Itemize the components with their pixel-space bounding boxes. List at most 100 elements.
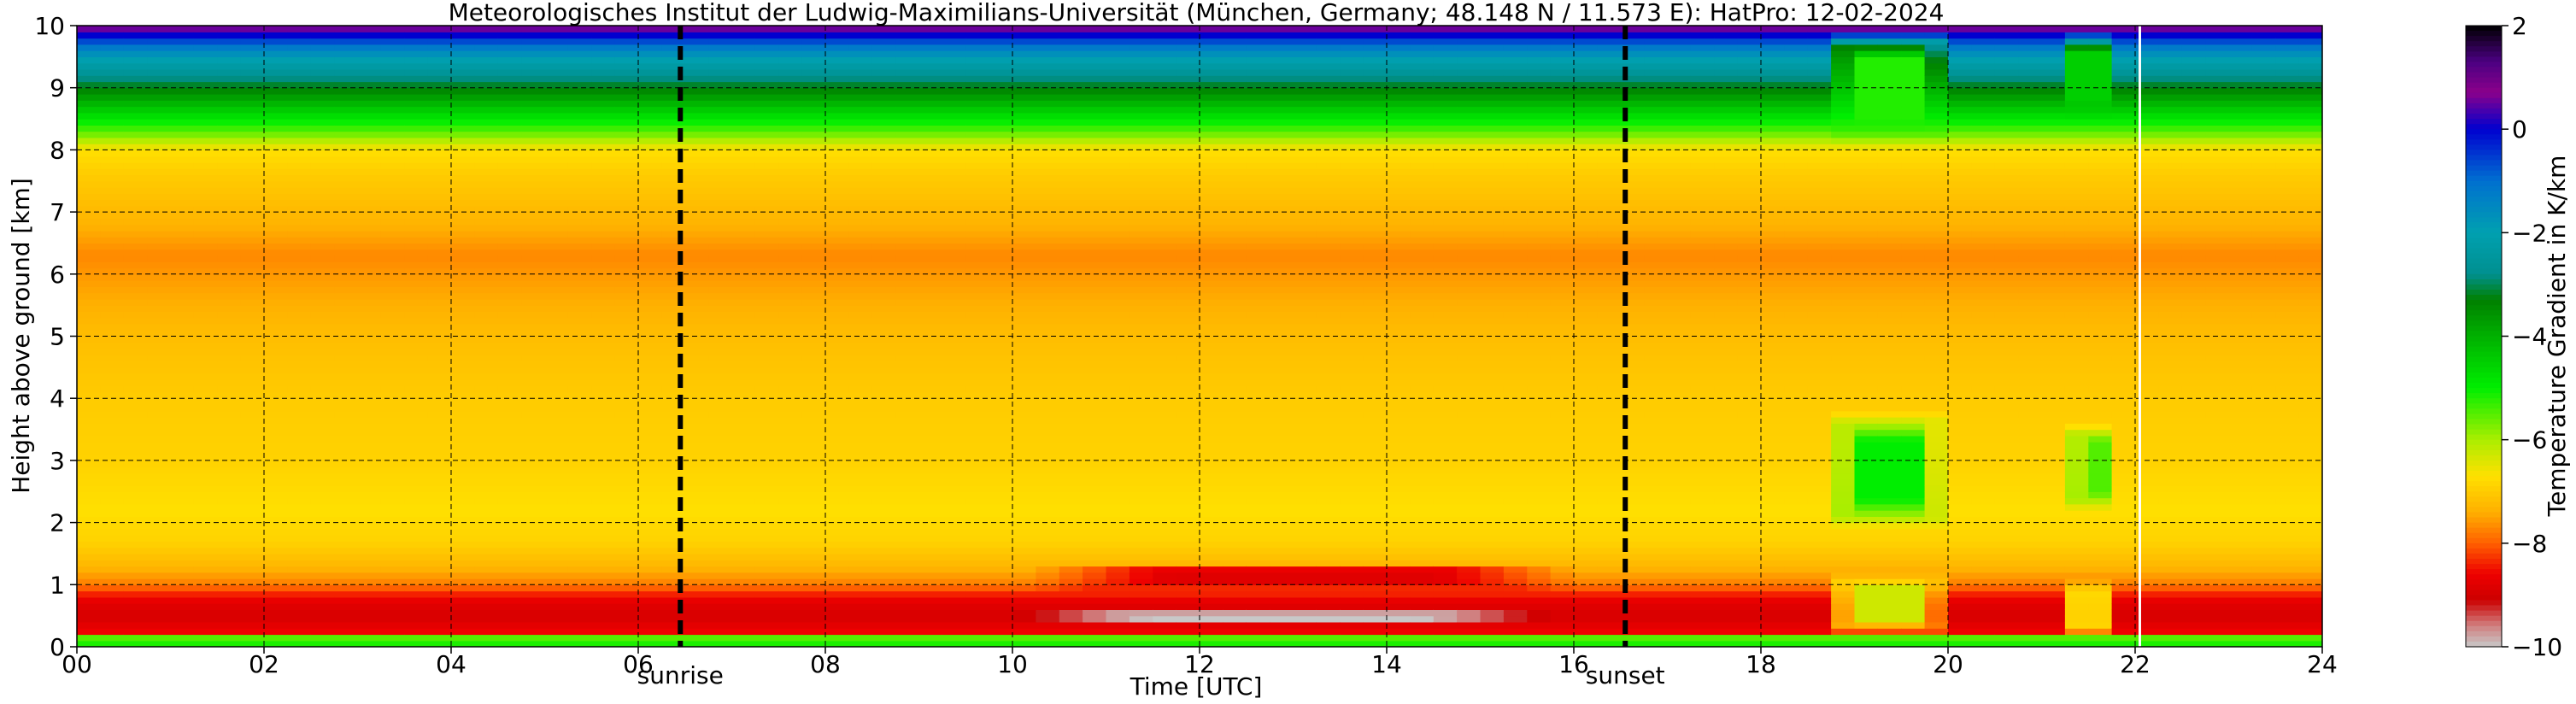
heatmap-cell [1012,423,1036,431]
heatmap-cell [147,330,172,337]
heatmap-cell [451,541,475,549]
heatmap-cell [591,150,616,157]
heatmap-cell [1129,448,1153,455]
heatmap-cell [661,330,686,337]
heatmap-cell [638,417,662,424]
heatmap-cell [778,205,803,213]
heatmap-cell [217,596,242,604]
heatmap-cell [614,478,639,486]
heatmap-cell [1083,628,1107,636]
heatmap-cell [778,137,803,144]
heatmap-cell [147,497,172,505]
heatmap-cell [778,572,803,579]
heatmap-cell [708,442,733,449]
heatmap-cell [1223,119,1247,126]
heatmap-cell [848,448,873,455]
heatmap-cell [77,342,101,349]
heatmap-cell [1012,572,1036,579]
heatmap-cell [357,292,382,300]
heatmap-cell [147,26,172,32]
heatmap-cell [942,640,966,647]
heatmap-cell [942,330,966,337]
heatmap-cell [989,44,1013,51]
heatmap-cell [264,628,288,636]
heatmap-cell [474,112,499,120]
heatmap-cell [1036,50,1060,57]
heatmap-cell [1223,615,1247,623]
heatmap-cell [264,317,288,325]
heatmap-cell [1200,367,1223,374]
heatmap-cell [848,298,873,306]
heatmap-cell [451,442,475,449]
heatmap-cell [123,155,148,163]
heatmap-cell [684,212,709,219]
heatmap-cell [427,144,452,150]
heatmap-cell [989,174,1013,182]
heatmap-cell [1012,155,1036,163]
heatmap-cell [521,454,546,461]
heatmap-cell [567,478,592,486]
heatmap-cell [193,26,218,32]
heatmap-cell [614,398,639,406]
heatmap-cell [684,237,709,244]
heatmap-cell [1176,478,1200,486]
heatmap-cell [1223,193,1247,201]
heatmap-cell [871,429,896,437]
heatmap-cell [380,267,405,275]
heatmap-cell [240,336,265,343]
heatmap-cell [731,429,756,437]
heatmap-cell [380,112,405,120]
heatmap-cell [708,578,733,585]
heatmap-cell [871,615,896,623]
heatmap-cell [170,305,195,312]
heatmap-cell [427,50,452,57]
heatmap-cell [661,286,686,294]
heatmap-cell [778,497,803,505]
heatmap-cell [1036,330,1060,337]
heatmap-cell [334,528,359,536]
heatmap-cell [1200,94,1223,101]
heatmap-cell [989,26,1013,32]
heatmap-cell [264,305,288,312]
heatmap-cell [942,230,966,238]
heatmap-cell [357,367,382,374]
heatmap-cell [240,596,265,604]
heatmap-cell [357,578,382,585]
heatmap-cell [170,50,195,57]
heatmap-cell [544,361,569,368]
heatmap-cell [989,522,1013,530]
heatmap-cell [357,342,382,349]
heatmap-cell [1153,137,1177,144]
heatmap-cell [895,267,920,275]
heatmap-cell [1083,144,1107,150]
heatmap-cell [661,218,686,226]
heatmap-cell [754,442,779,449]
heatmap-cell [1036,584,1060,592]
heatmap-cell [567,87,592,95]
heatmap-cell [123,144,148,150]
heatmap-cell [380,261,405,269]
heatmap-cell [871,267,896,275]
heatmap-cell [638,155,662,163]
heatmap-cell [942,44,966,51]
heatmap-cell [404,355,429,362]
heatmap-cell [801,528,826,536]
heatmap-cell [591,510,616,517]
heatmap-cell [801,336,826,343]
heatmap-cell [1129,628,1153,636]
heatmap-cell [684,150,709,157]
heatmap-cell [310,342,335,349]
heatmap-cell [567,454,592,461]
heatmap-cell [848,417,873,424]
heatmap-cell [1153,81,1177,89]
heatmap-cell [427,528,452,536]
heatmap-cell [778,448,803,455]
heatmap-cell [240,572,265,579]
heatmap-cell [614,311,639,319]
heatmap-cell [1153,497,1177,505]
heatmap-cell [754,317,779,325]
heatmap-cell [264,379,288,387]
heatmap-cell [147,324,172,331]
heatmap-cell [1083,100,1107,108]
heatmap-cell [357,249,382,256]
